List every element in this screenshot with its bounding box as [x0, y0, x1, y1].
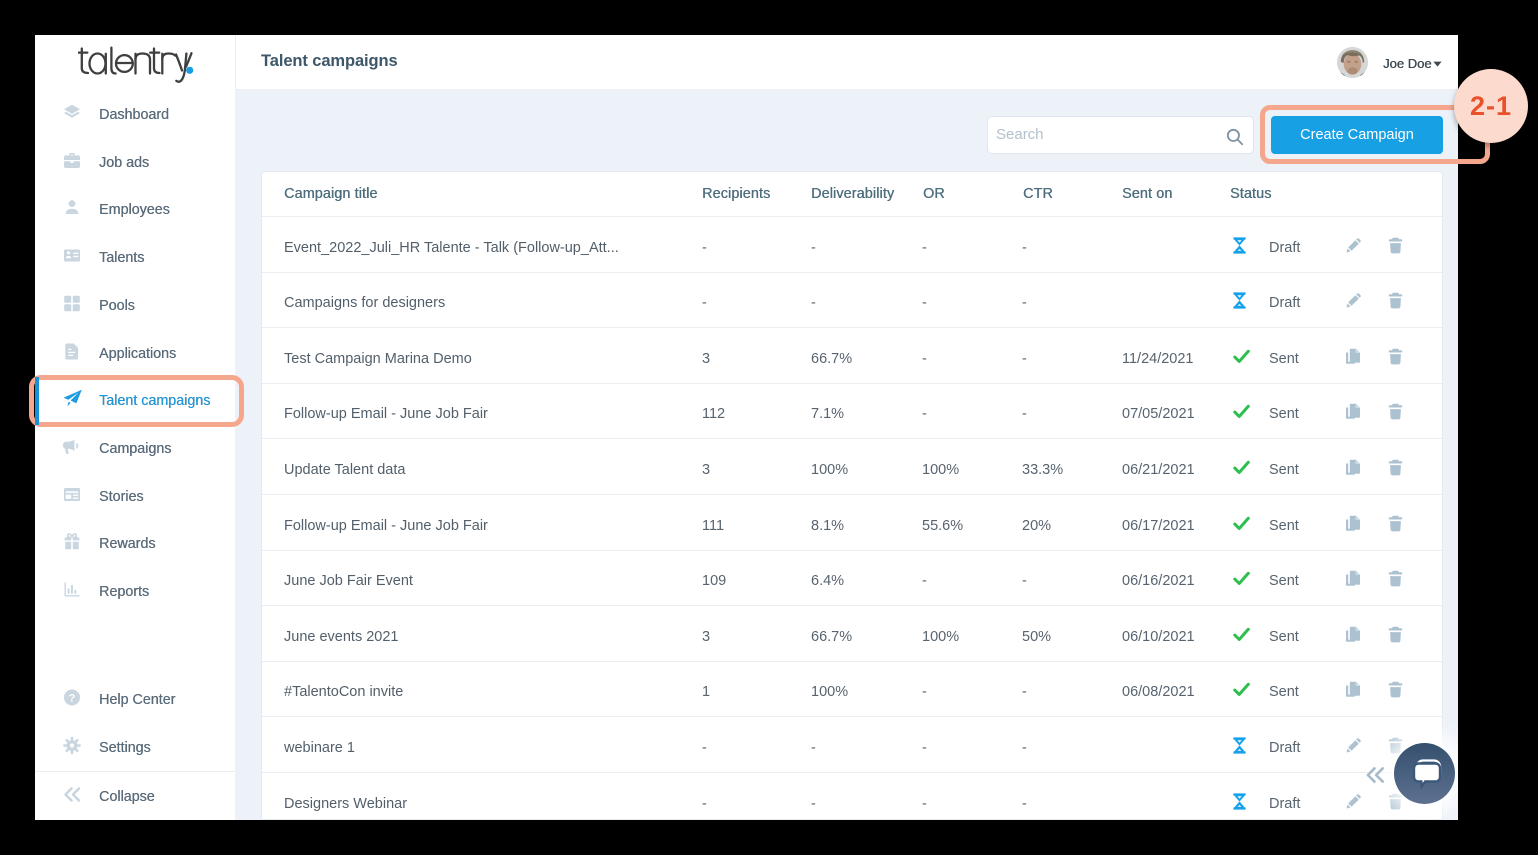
svg-text:?: ?: [69, 693, 76, 705]
